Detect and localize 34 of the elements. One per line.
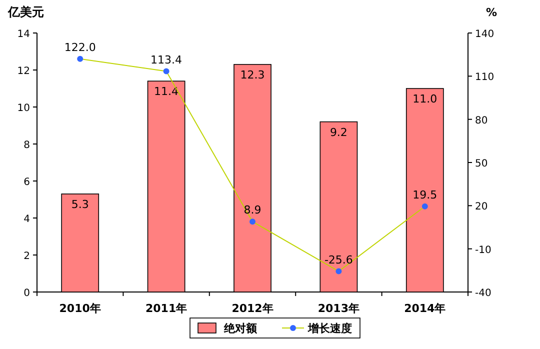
x-tick-label: 2010年 [59, 302, 101, 315]
y-tick-label: 0 [24, 288, 30, 299]
y-tick-label: 14 [17, 29, 30, 40]
data-label: 19.5 [412, 188, 438, 202]
x-tick-label: 2014年 [404, 302, 446, 315]
data-label: 9.2 [330, 126, 348, 139]
y2-tick-label: 20 [475, 202, 488, 213]
data-label: 11.0 [412, 92, 438, 106]
x-tick-label: 2012年 [232, 302, 274, 315]
x-tick-label: 2013年 [318, 302, 360, 315]
data-label: -25.6 [324, 253, 353, 266]
y2-tick-label: 80 [475, 115, 488, 126]
y-tick-label: 4 [24, 214, 30, 225]
data-label: 5.3 [71, 198, 89, 211]
y2-tick-label: 140 [475, 29, 494, 40]
y2-tick-label: 50 [475, 158, 488, 170]
y-tick-label: 2 [24, 251, 30, 262]
y-tick-label: 6 [24, 177, 30, 188]
y2-tick-label: 110 [475, 72, 494, 84]
data-label: 122.0 [64, 40, 96, 54]
y-tick-label: 10 [17, 103, 30, 114]
data-label: 8.9 [244, 204, 262, 217]
x-tick-label: 2011年 [145, 302, 188, 315]
data-label: 11.4 [154, 85, 179, 98]
y-tick-label: 8 [24, 140, 30, 151]
y2-axis-title: % [486, 6, 498, 19]
legend-label: 增长速度 [307, 322, 352, 335]
y2-tick-label: -10 [475, 244, 492, 256]
y2-tick-label: -40 [475, 288, 492, 299]
legend-label: 绝对额 [223, 322, 258, 335]
data-label: 113.4 [150, 53, 182, 66]
y-axis-title: 亿美元 [7, 5, 44, 19]
data-label: 12.3 [240, 68, 265, 82]
y-tick-label: 12 [17, 66, 30, 77]
